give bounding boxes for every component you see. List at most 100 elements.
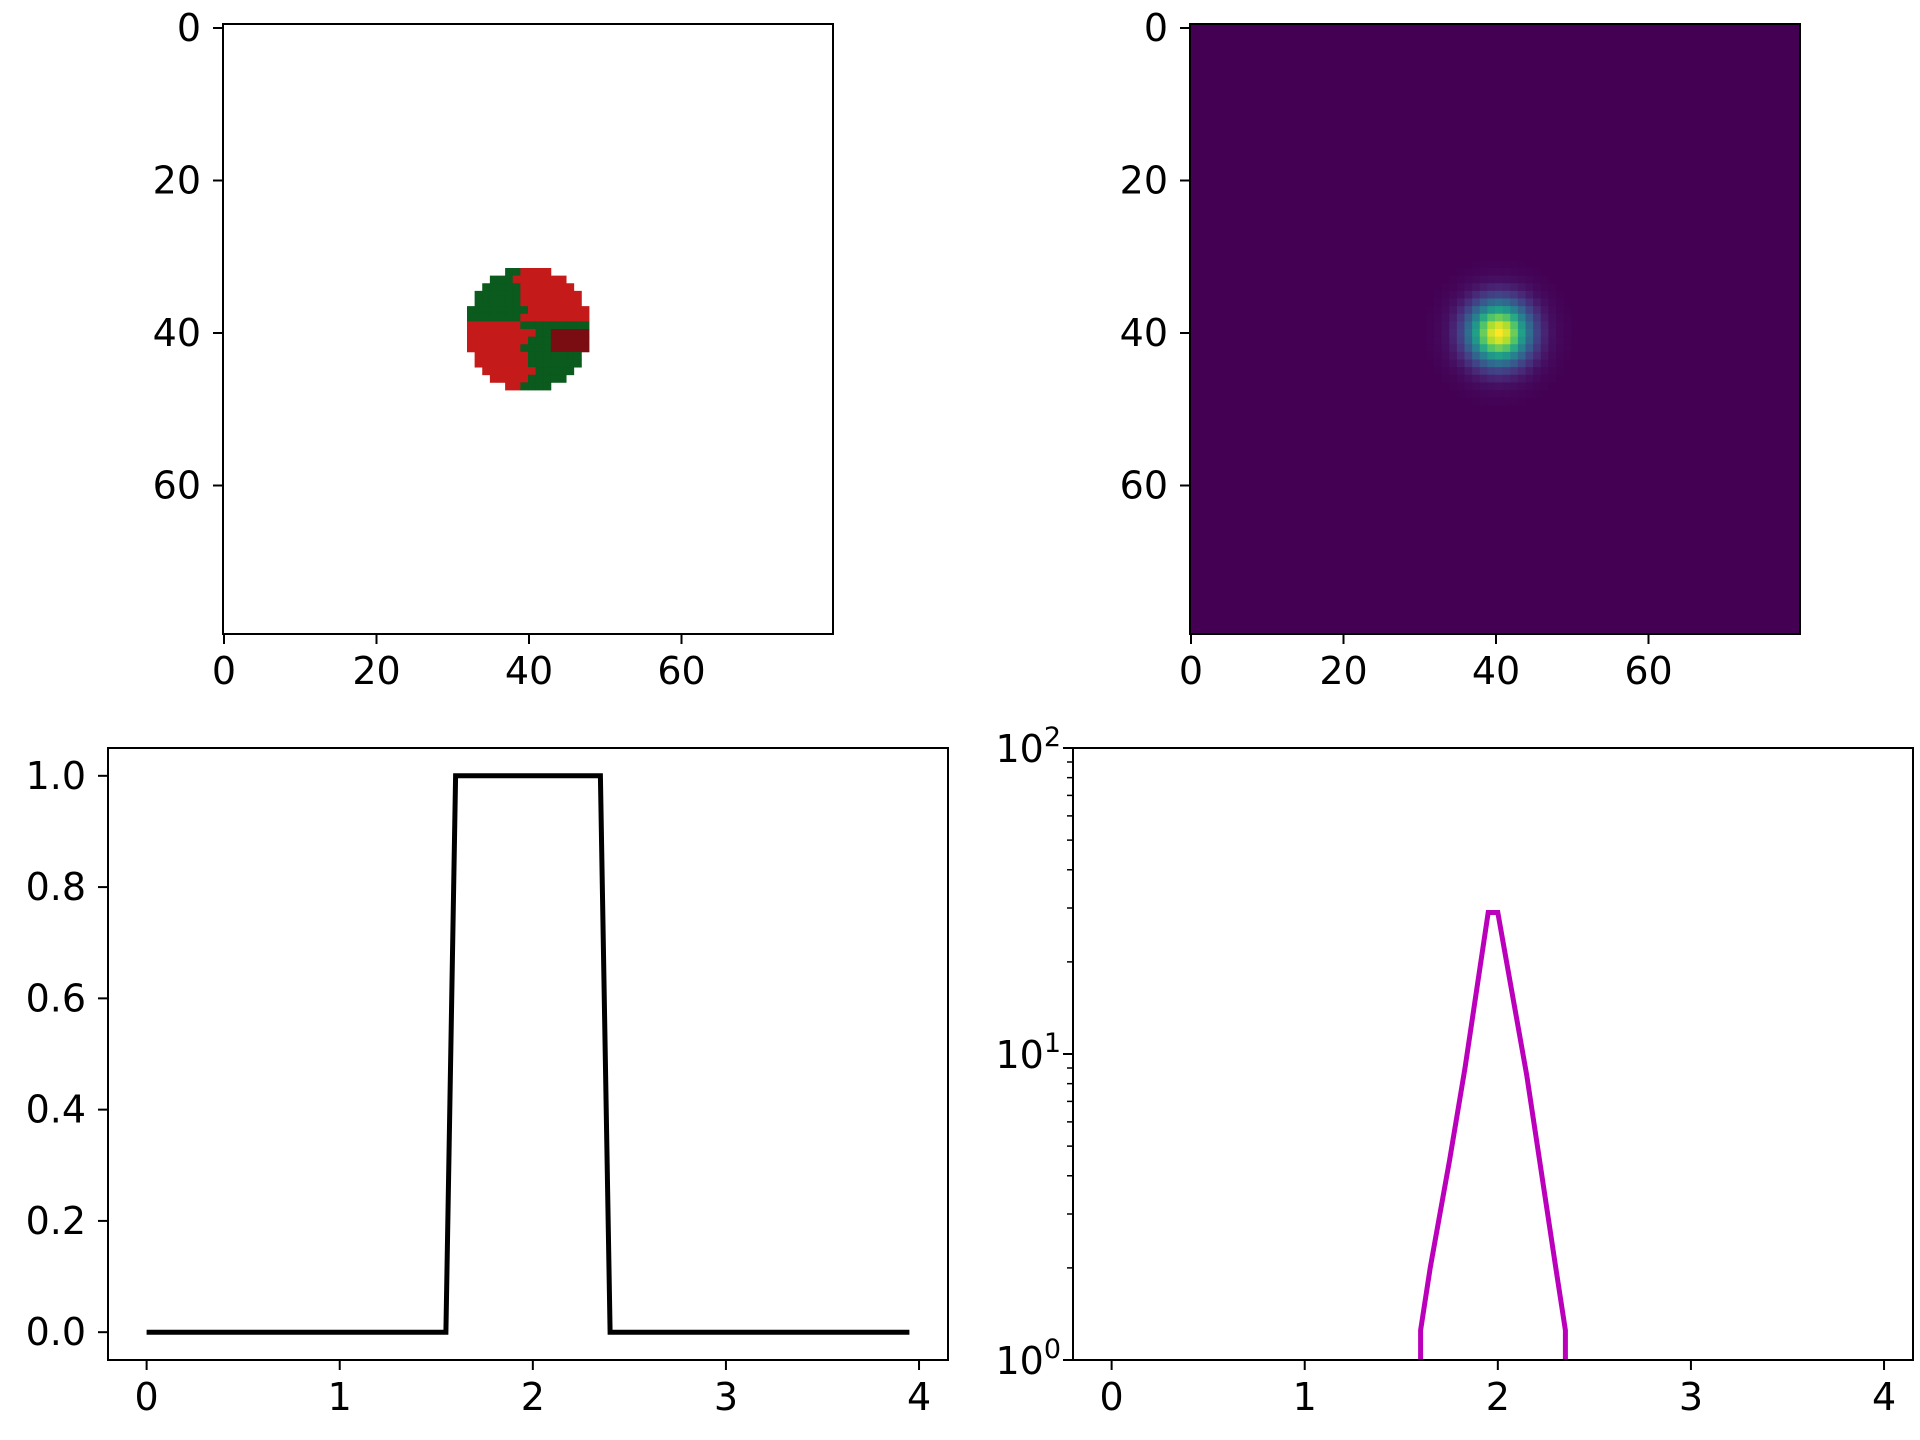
- intensity-pixel: [1510, 290, 1519, 299]
- disk-pixel: [566, 290, 575, 299]
- disk-pixel: [497, 275, 506, 284]
- intensity-pixel: [1456, 321, 1465, 330]
- intensity-pixel: [1495, 397, 1504, 406]
- intensity-pixel: [1525, 298, 1534, 307]
- intensity-pixel: [1563, 344, 1572, 353]
- intensity-pixel: [1487, 336, 1496, 345]
- intensity-pixel: [1525, 268, 1534, 277]
- intensity-pixel: [1479, 374, 1488, 383]
- disk-pixel: [467, 329, 476, 338]
- x-tick-label: 40: [1472, 649, 1520, 693]
- disk-pixel: [489, 321, 498, 330]
- disk-pixel: [489, 275, 498, 284]
- disk-pixel: [482, 283, 491, 292]
- intensity-pixel: [1487, 344, 1496, 353]
- intensity-pixel: [1540, 275, 1549, 284]
- intensity-pixel: [1456, 351, 1465, 360]
- intensity-pixel: [1479, 329, 1488, 338]
- intensity-pixel: [1525, 382, 1534, 391]
- intensity-pixel: [1449, 313, 1458, 322]
- intensity-pixel: [1510, 344, 1519, 353]
- intensity-pixel: [1517, 298, 1526, 307]
- disk-pixel: [528, 275, 537, 284]
- intensity-pixel: [1502, 336, 1511, 345]
- intensity-pixel: [1441, 313, 1450, 322]
- intensity-pixel: [1517, 367, 1526, 376]
- intensity-pixel: [1434, 344, 1443, 353]
- intensity-pixel: [1464, 298, 1473, 307]
- intensity-pixel: [1472, 260, 1481, 269]
- disk-pixel: [482, 321, 491, 330]
- image-pixels: [223, 24, 833, 634]
- disk-pixel: [520, 344, 529, 353]
- intensity-pixel: [1456, 283, 1465, 292]
- x-tick-label: 2: [521, 1375, 545, 1419]
- intensity-pixel: [1441, 329, 1450, 338]
- x-tick-label: 0: [212, 649, 236, 693]
- intensity-pixel: [1456, 268, 1465, 277]
- intensity-pixel: [1456, 359, 1465, 368]
- intensity-pixel: [1479, 359, 1488, 368]
- disk-pixel: [474, 336, 483, 345]
- intensity-pixel: [1479, 275, 1488, 284]
- disk-pixel: [528, 382, 537, 391]
- intensity-pixel: [1449, 382, 1458, 391]
- disk-pixel: [528, 367, 537, 376]
- disk-pixel: [558, 329, 567, 338]
- intensity-pixel: [1426, 351, 1435, 360]
- intensity-pixel: [1495, 359, 1504, 368]
- intensity-pixel: [1540, 351, 1549, 360]
- disk-pixel: [543, 367, 552, 376]
- x-tick-label: 3: [714, 1375, 738, 1419]
- disk-pixel: [512, 367, 521, 376]
- disk-pixel: [543, 275, 552, 284]
- intensity-pixel: [1495, 283, 1504, 292]
- disk-pixel: [520, 313, 529, 322]
- intensity-pixel: [1426, 306, 1435, 315]
- y-tick-label: 0.8: [26, 865, 86, 909]
- intensity-pixel: [1434, 306, 1443, 315]
- disk-pixel: [489, 283, 498, 292]
- disk-pixel: [558, 313, 567, 322]
- disk-pixel: [520, 374, 529, 383]
- disk-pixel: [558, 367, 567, 376]
- disk-pixel: [512, 329, 521, 338]
- x-tick-label: 60: [1624, 649, 1672, 693]
- intensity-pixel: [1548, 374, 1557, 383]
- y-tick-exponent: 2: [1044, 722, 1061, 753]
- intensity-pixel: [1434, 329, 1443, 338]
- axes-frame: [107, 747, 949, 1361]
- y-tick-exponent: 1: [1044, 1028, 1061, 1059]
- disk-pixel: [520, 306, 529, 315]
- disk-pixel: [543, 359, 552, 368]
- intensity-pixel: [1434, 321, 1443, 330]
- disk-pixel: [512, 298, 521, 307]
- intensity-pixel: [1495, 351, 1504, 360]
- intensity-pixel: [1525, 390, 1534, 399]
- intensity-pixel: [1449, 298, 1458, 307]
- disk-pixel: [505, 268, 514, 277]
- disk-pixel: [489, 359, 498, 368]
- intensity-pixel: [1495, 290, 1504, 299]
- x-tick-label: 20: [1319, 649, 1367, 693]
- disk-pixel: [573, 359, 582, 368]
- intensity-pixel: [1464, 336, 1473, 345]
- intensity-pixel: [1525, 329, 1534, 338]
- disk-pixel: [566, 359, 575, 368]
- disk-pixel: [497, 306, 506, 315]
- y-tick-label: 102: [995, 722, 1061, 771]
- intensity-pixel: [1510, 336, 1519, 345]
- disk-pixel: [520, 367, 529, 376]
- disk-pixel: [489, 351, 498, 360]
- intensity-pixel: [1449, 329, 1458, 338]
- intensity-pixel: [1510, 351, 1519, 360]
- disk-pixel: [535, 336, 544, 345]
- x-tick-label: 0: [135, 1375, 159, 1419]
- intensity-pixel: [1540, 344, 1549, 353]
- disk-pixel: [535, 321, 544, 330]
- disk-pixel: [497, 344, 506, 353]
- intensity-pixel: [1479, 268, 1488, 277]
- intensity-pixel: [1502, 397, 1511, 406]
- disk-pixel: [489, 367, 498, 376]
- x-tick-label: 1: [328, 1375, 352, 1419]
